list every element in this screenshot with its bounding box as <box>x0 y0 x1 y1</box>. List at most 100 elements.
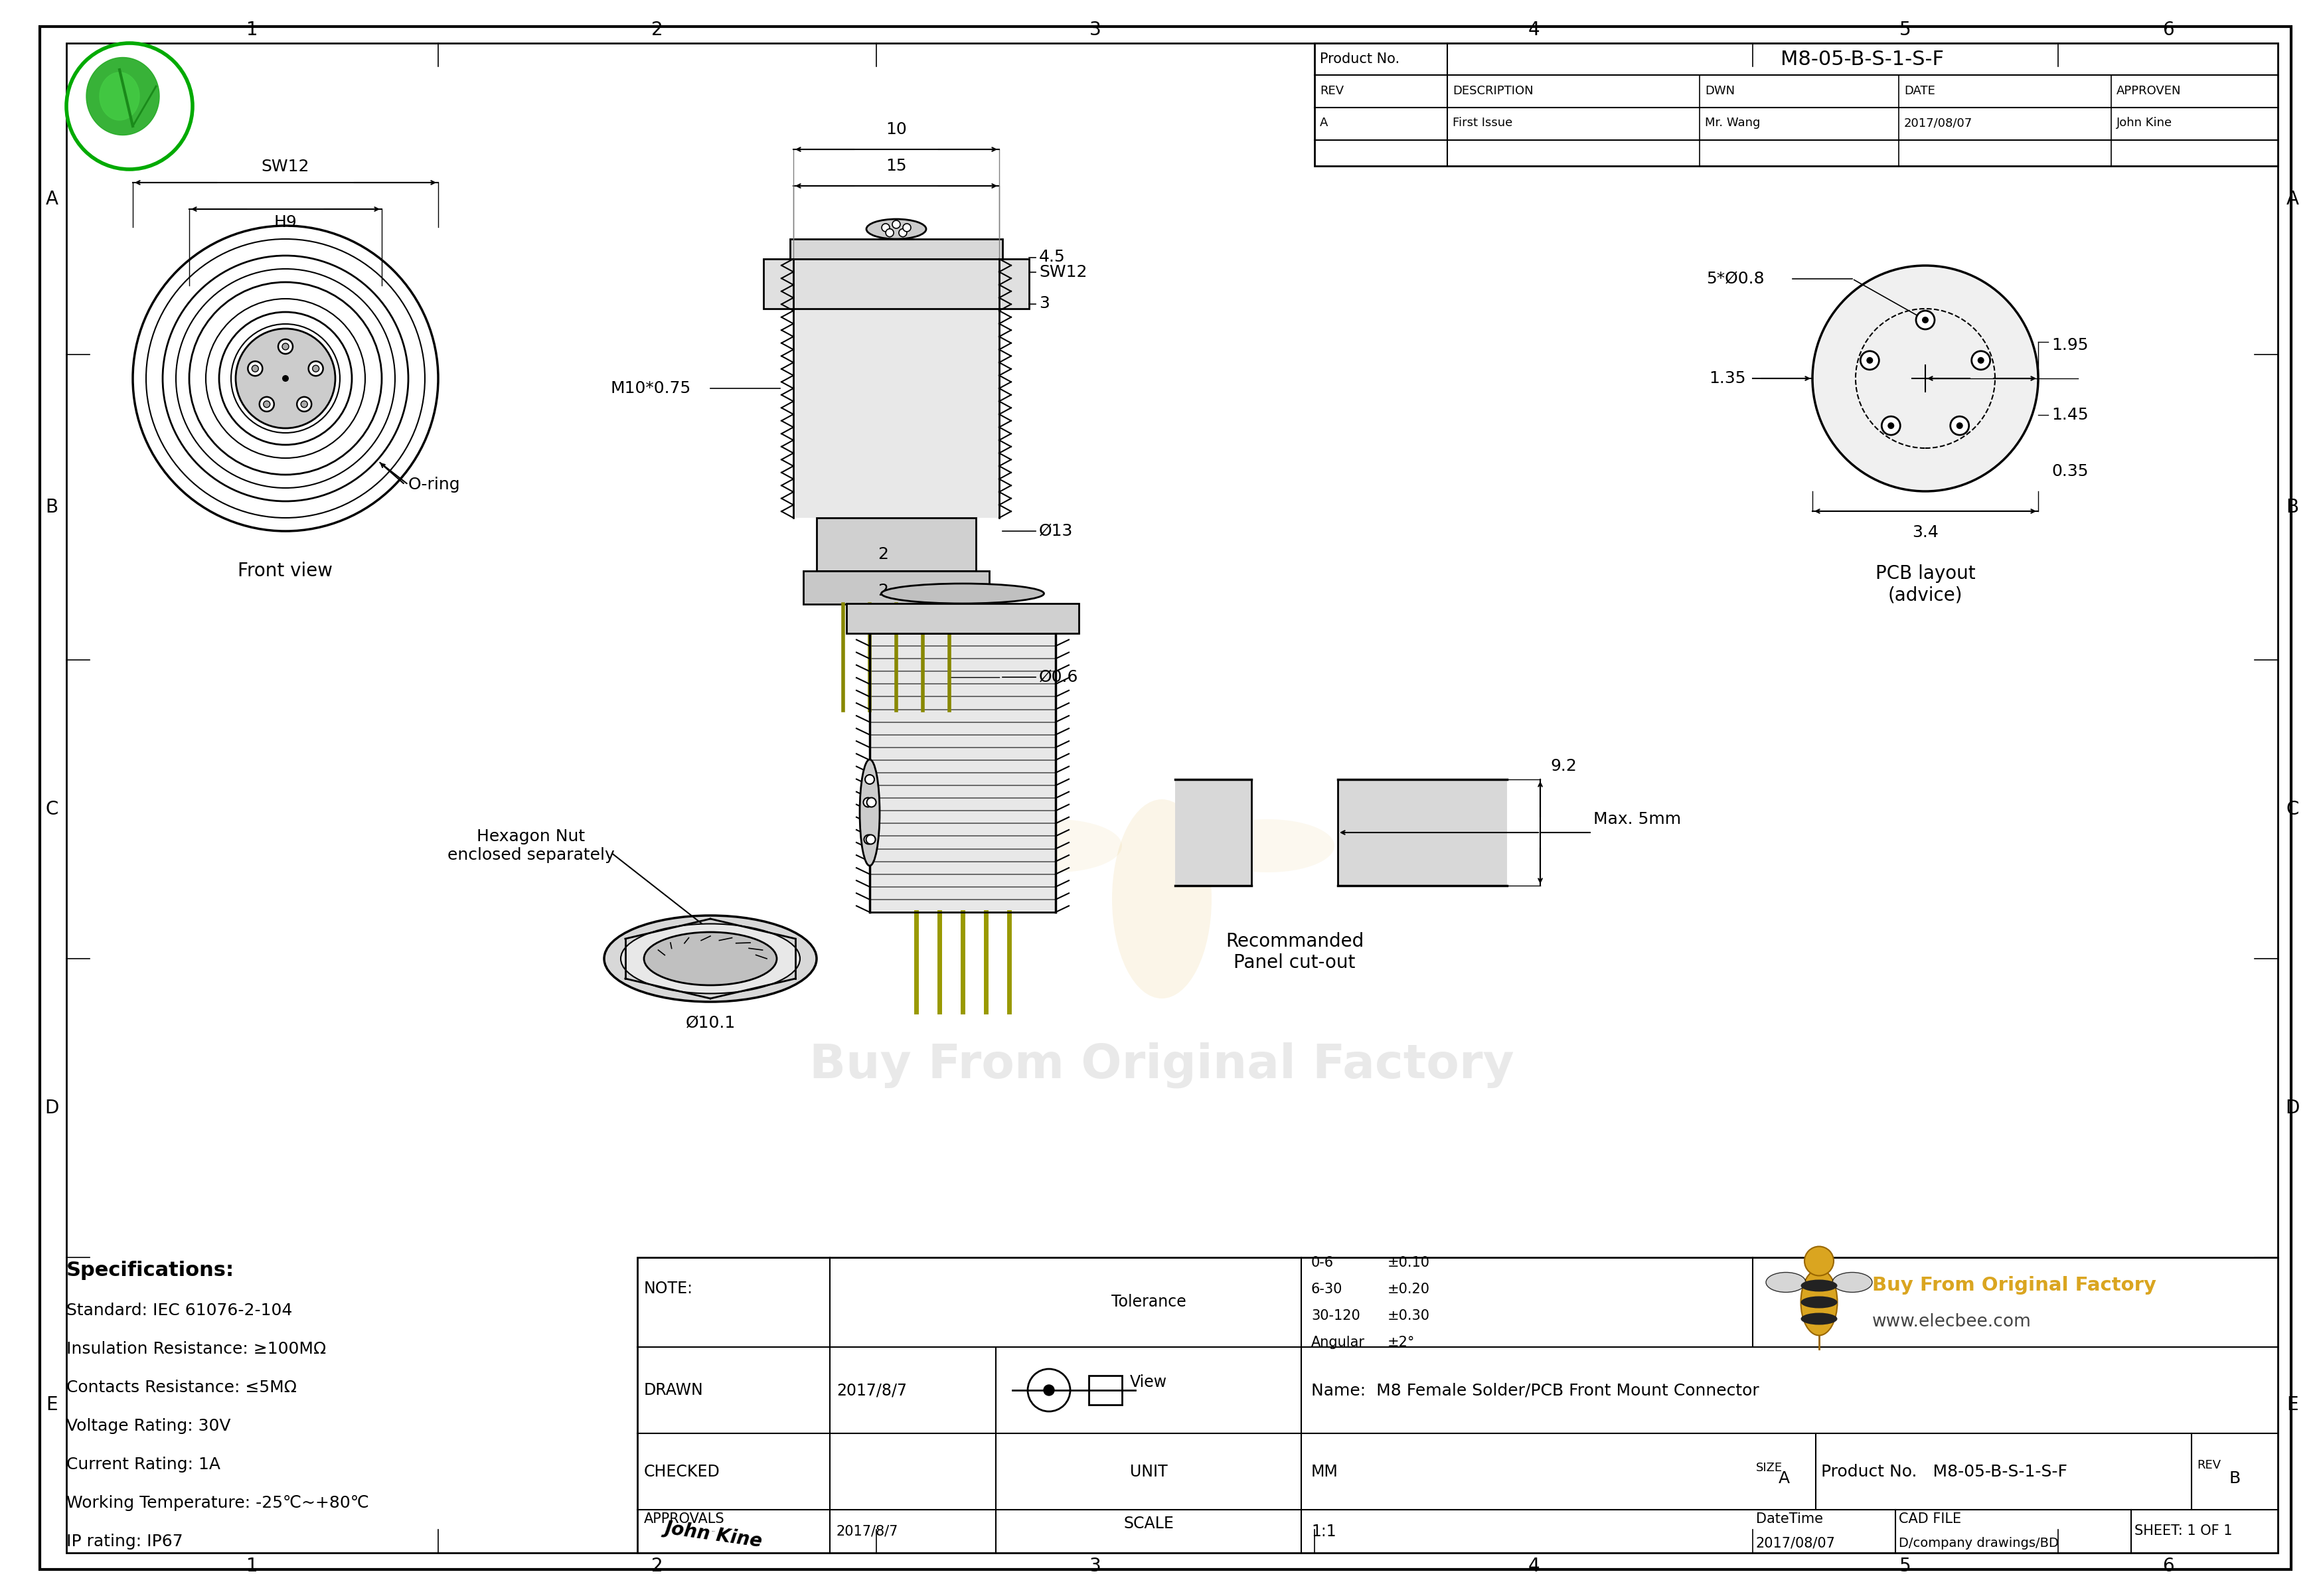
Text: 6: 6 <box>2162 21 2173 40</box>
Circle shape <box>1921 316 1928 324</box>
Text: 2017/08/07: 2017/08/07 <box>1756 1537 1835 1550</box>
Circle shape <box>899 228 906 236</box>
Circle shape <box>880 223 890 231</box>
Text: DESCRIPTION: DESCRIPTION <box>1453 85 1534 97</box>
Text: Standard: IEC 61076-2-104: Standard: IEC 61076-2-104 <box>67 1302 292 1318</box>
Text: Angular: Angular <box>1311 1336 1365 1349</box>
Bar <box>1175 779 1251 886</box>
Text: 2017/8/7: 2017/8/7 <box>836 1382 906 1398</box>
Circle shape <box>301 401 308 407</box>
Text: REV: REV <box>2197 1460 2220 1472</box>
Ellipse shape <box>644 932 776 985</box>
Ellipse shape <box>989 819 1121 873</box>
Circle shape <box>1972 351 1990 370</box>
Circle shape <box>236 329 336 428</box>
Ellipse shape <box>1800 1269 1837 1336</box>
Text: www.elecbee.com: www.elecbee.com <box>1872 1314 2032 1331</box>
Text: 3.4: 3.4 <box>1912 525 1937 541</box>
Circle shape <box>1861 351 1879 370</box>
Bar <box>792 259 999 517</box>
Text: E: E <box>46 1396 58 1414</box>
Text: 9.2: 9.2 <box>1550 758 1576 774</box>
Bar <box>1314 43 2278 166</box>
Ellipse shape <box>867 219 927 239</box>
Text: SIZE: SIZE <box>1756 1462 1782 1473</box>
Circle shape <box>885 228 894 236</box>
Text: 1.95: 1.95 <box>2051 337 2088 353</box>
Circle shape <box>283 343 290 350</box>
Circle shape <box>1805 1246 1833 1275</box>
Text: Recommanded
Panel cut-out: Recommanded Panel cut-out <box>1226 932 1362 972</box>
Text: Buy From Original Factory: Buy From Original Factory <box>809 1042 1513 1088</box>
Text: Insulation Resistance: ≥100MΩ: Insulation Resistance: ≥100MΩ <box>67 1341 327 1357</box>
Text: First Issue: First Issue <box>1453 117 1513 129</box>
Ellipse shape <box>1833 1272 1872 1293</box>
Bar <box>804 571 989 605</box>
Text: 5: 5 <box>1900 21 1912 40</box>
Text: A: A <box>2285 190 2298 207</box>
Bar <box>1337 779 1506 886</box>
Text: 6-30: 6-30 <box>1311 1282 1342 1296</box>
Ellipse shape <box>1800 1280 1837 1291</box>
Text: Hexagon Nut
enclosed separately: Hexagon Nut enclosed separately <box>447 828 614 863</box>
Circle shape <box>1886 423 1893 429</box>
Circle shape <box>313 365 320 372</box>
Polygon shape <box>86 57 160 136</box>
Circle shape <box>1956 423 1962 429</box>
Ellipse shape <box>1112 800 1212 999</box>
Ellipse shape <box>1766 1272 1805 1293</box>
Bar <box>637 1258 2278 1553</box>
Text: RoHS: RoHS <box>93 139 165 161</box>
Text: 4: 4 <box>1527 1556 1538 1575</box>
Circle shape <box>1916 311 1935 329</box>
Circle shape <box>297 397 310 412</box>
Text: 4: 4 <box>1527 21 1538 40</box>
Circle shape <box>1812 265 2037 492</box>
Text: Working Temperature: -25℃~+80℃: Working Temperature: -25℃~+80℃ <box>67 1495 368 1511</box>
Circle shape <box>892 220 899 228</box>
Text: MM: MM <box>1311 1464 1337 1479</box>
Text: UNIT: UNIT <box>1128 1464 1168 1479</box>
Text: 6: 6 <box>2162 1556 2173 1575</box>
Text: 1:1: 1:1 <box>1311 1523 1337 1539</box>
Circle shape <box>1881 417 1900 436</box>
Text: E: E <box>2287 1396 2298 1414</box>
Text: B: B <box>46 498 58 517</box>
Text: SW12: SW12 <box>1038 265 1087 281</box>
Circle shape <box>283 375 290 381</box>
Text: 3: 3 <box>1089 21 1101 40</box>
Text: View: View <box>1131 1374 1168 1390</box>
Text: O-ring: O-ring <box>408 477 461 493</box>
Ellipse shape <box>880 584 1043 603</box>
Bar <box>790 239 1003 259</box>
Text: C: C <box>2285 800 2298 819</box>
Bar <box>816 517 975 571</box>
Bar <box>1089 1376 1121 1404</box>
Text: 4.5: 4.5 <box>1038 249 1066 265</box>
Text: Product No.   M8-05-B-S-1-S-F: Product No. M8-05-B-S-1-S-F <box>1821 1464 2067 1479</box>
Text: John Kine: John Kine <box>2115 117 2171 129</box>
Text: DWN: DWN <box>1705 85 1735 97</box>
Text: ±0.30: ±0.30 <box>1388 1309 1430 1321</box>
Text: M8-05-B-S-1-S-F: M8-05-B-S-1-S-F <box>1779 49 1944 69</box>
Text: CHECKED: CHECKED <box>644 1464 721 1479</box>
Circle shape <box>867 835 876 844</box>
Text: A: A <box>46 190 58 207</box>
Circle shape <box>278 340 292 354</box>
Text: SW12: SW12 <box>262 158 310 174</box>
Text: Ø0.6: Ø0.6 <box>1038 669 1077 685</box>
Text: Tolerance: Tolerance <box>1110 1294 1186 1310</box>
Text: 1.45: 1.45 <box>2051 407 2088 423</box>
Text: DRAWN: DRAWN <box>644 1382 704 1398</box>
Circle shape <box>248 361 262 377</box>
Text: 2017/08/07: 2017/08/07 <box>1905 117 1972 129</box>
Text: 2017/8/7: 2017/8/7 <box>836 1524 899 1539</box>
Circle shape <box>1043 1385 1054 1395</box>
Text: M10*0.75: M10*0.75 <box>612 380 690 396</box>
Text: PCB layout
(advice): PCB layout (advice) <box>1874 565 1974 605</box>
Text: APPROVALS: APPROVALS <box>644 1513 725 1526</box>
Text: Voltage Rating: 30V: Voltage Rating: 30V <box>67 1419 232 1435</box>
Text: B: B <box>2285 498 2298 517</box>
Text: 3: 3 <box>1038 295 1050 311</box>
Text: 5: 5 <box>1900 1556 1912 1575</box>
